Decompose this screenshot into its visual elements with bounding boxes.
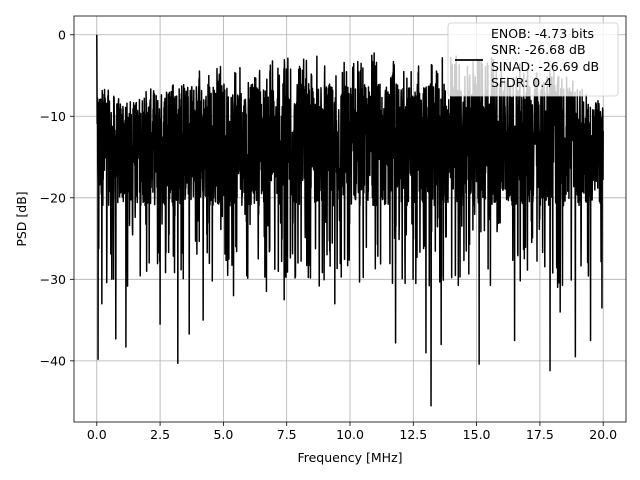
x-axis-ticks: 0.0 2.5 5.0 7.5 10.0 12.5 15.0 17.5 20.0: [87, 422, 617, 442]
legend-sfdr: SFDR: 0.4: [491, 75, 552, 90]
y-tick-label: −40: [40, 353, 66, 368]
x-tick-label: 2.5: [150, 427, 170, 442]
psd-series-line: [96, 34, 604, 407]
legend-box: [447, 22, 619, 97]
x-tick-label: 17.5: [526, 427, 554, 442]
legend: ENOB: -4.73 bits SNR: -26.68 dB SINAD: -…: [447, 22, 619, 97]
y-tick-label: −30: [40, 272, 66, 287]
x-axis-label: Frequency [MHz]: [297, 450, 402, 465]
y-tick-label: 0: [58, 27, 66, 42]
legend-sinad: SINAD: -26.69 dB: [491, 59, 599, 74]
x-tick-label: 10.0: [336, 427, 364, 442]
y-tick-label: −20: [40, 190, 66, 205]
y-axis-ticks: 0 −10 −20 −30 −40: [40, 27, 74, 368]
legend-enob: ENOB: -4.73 bits: [491, 26, 594, 41]
x-tick-label: 7.5: [277, 427, 297, 442]
x-tick-label: 20.0: [589, 427, 617, 442]
legend-snr: SNR: -26.68 dB: [491, 42, 586, 57]
x-tick-label: 5.0: [213, 427, 233, 442]
y-axis-label: PSD [dB]: [14, 191, 29, 246]
y-tick-label: −10: [40, 109, 66, 124]
x-tick-label: 0.0: [87, 427, 107, 442]
plot-area: [96, 34, 604, 407]
x-tick-label: 15.0: [463, 427, 491, 442]
x-tick-label: 12.5: [399, 427, 427, 442]
